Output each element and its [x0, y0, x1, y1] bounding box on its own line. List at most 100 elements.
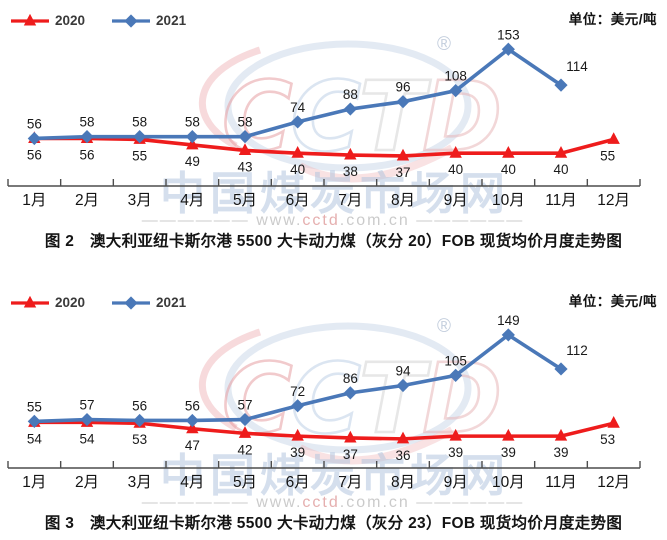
month-label: 7月	[338, 474, 362, 491]
month-label: 1月	[22, 192, 46, 209]
data-point-marker-2021	[554, 78, 568, 92]
data-label-2021: 96	[395, 80, 410, 95]
month-label: 12月	[597, 474, 630, 491]
registered-mark-icon: ®	[437, 316, 451, 337]
month-label: 8月	[391, 192, 415, 209]
month-label: 11月	[545, 474, 577, 491]
month-label: 1月	[22, 474, 46, 491]
data-point-marker-2020	[238, 426, 252, 438]
legend-marker-shape	[23, 295, 37, 307]
series-line-2020	[34, 136, 615, 158]
data-label-2020: 54	[27, 431, 43, 446]
data-label-2021: 105	[444, 353, 467, 368]
data-label-2021: 55	[27, 399, 42, 414]
data-point-marker-2020	[607, 416, 620, 428]
chart-2-legend: 2020 2021	[10, 295, 186, 310]
logo-ellipse-watermark	[224, 40, 472, 172]
month-label: 6月	[286, 474, 310, 491]
data-label-2020: 39	[553, 445, 568, 460]
chart-block-figure-3: 2020 2021 单位：美元/吨 CCTD ® 中国煤炭市场网 —————— www…	[0, 282, 667, 538]
data-label-2020: 54	[79, 431, 95, 446]
month-label: 9月	[444, 474, 468, 491]
legend-item-2021: 2021	[111, 295, 186, 310]
month-label: 12月	[597, 192, 630, 209]
chart-1-caption: 图 2 澳大利亚纽卡斯尔港 5500 大卡动力煤（灰分 20）FOB 现货均价月…	[44, 233, 623, 250]
data-point-marker-2021	[80, 412, 94, 427]
data-label-2020: 55	[600, 148, 615, 163]
data-point-marker-2020	[186, 421, 199, 434]
data-label-2021: 58	[132, 115, 147, 130]
data-label-2021: 57	[79, 398, 94, 413]
data-point-marker-2020	[607, 132, 620, 144]
data-label-2021: 149	[497, 313, 520, 328]
legend-marker-shape	[124, 13, 138, 28]
month-label: 3月	[128, 474, 152, 491]
month-label: 10月	[492, 474, 525, 491]
month-label: 10月	[492, 192, 525, 209]
data-label-2021: 72	[290, 384, 305, 399]
data-point-marker-2020	[396, 148, 410, 161]
logo-swoosh-watermark	[298, 144, 454, 183]
data-label-2020: 40	[553, 162, 568, 177]
data-point-marker-2020	[554, 146, 568, 158]
data-point-marker-2021	[185, 413, 199, 428]
data-label-2020: 40	[501, 162, 516, 177]
legend-label-2020: 2020	[55, 295, 86, 310]
month-label: 3月	[128, 192, 152, 209]
data-label-2020: 40	[448, 162, 463, 177]
data-label-2021: 57	[237, 398, 252, 413]
month-label: 6月	[286, 192, 310, 209]
data-label-2020: 53	[600, 432, 615, 447]
data-label-2020: 39	[448, 445, 463, 460]
legend-marker-shape	[124, 295, 138, 310]
month-label: 2月	[75, 474, 99, 491]
data-point-marker-2020	[344, 430, 357, 443]
data-point-marker-2021	[27, 131, 41, 146]
data-label-2020: 49	[185, 154, 200, 169]
data-label-2021: 112	[566, 343, 588, 358]
logo-ellipse-watermark	[224, 322, 472, 454]
legend-label-2021: 2021	[156, 13, 187, 28]
registered-mark-icon: ®	[437, 34, 451, 55]
chart-2-caption: 图 3 澳大利亚纽卡斯尔港 5500 大卡动力煤（灰分 23）FOB 现货均价月…	[44, 515, 623, 532]
data-point-marker-2020	[186, 137, 199, 150]
data-label-2021: 86	[343, 371, 358, 386]
data-label-2020: 56	[79, 147, 94, 162]
data-label-2021: 88	[343, 87, 358, 102]
legend-2020-marker-icon	[11, 295, 49, 307]
data-label-2021: 114	[566, 59, 588, 74]
data-label-2020: 47	[185, 438, 200, 453]
data-point-marker-2020	[291, 428, 304, 441]
data-point-marker-2020	[238, 143, 252, 155]
month-label: 8月	[391, 474, 415, 491]
data-label-2020: 39	[501, 445, 516, 460]
data-point-marker-2020	[502, 428, 515, 441]
data-label-2021: 58	[185, 115, 200, 130]
series-line-2020	[34, 420, 615, 441]
unit-label: 单位：美元/吨	[568, 294, 657, 309]
legend-2021-marker-icon	[112, 295, 151, 310]
chart-2-header: 2020 2021 单位：美元/吨	[0, 282, 667, 310]
chart-2-plot: CCTD®中国煤炭市场网—————— www.cctd.com.cn —————…	[7, 313, 641, 510]
site-name-watermark: 中国煤炭市场网	[160, 168, 510, 219]
chart-1-legend: 2020 2021	[10, 13, 186, 28]
data-point-marker-2020	[396, 431, 410, 444]
legend-item-2020: 2020	[10, 295, 85, 310]
month-label: 11月	[545, 192, 577, 209]
site-url-watermark: —————— www.cctd.com.cn ——————	[142, 212, 524, 228]
legend-marker-shape	[23, 13, 37, 25]
month-label: 5月	[233, 192, 257, 209]
data-label-2021: 58	[237, 115, 252, 130]
site-url-watermark: —————— www.cctd.com.cn ——————	[142, 494, 524, 510]
data-point-marker-2020	[449, 146, 462, 158]
data-point-marker-2021	[343, 386, 357, 400]
data-point-marker-2021	[396, 95, 410, 109]
data-point-marker-2021	[291, 115, 305, 129]
data-label-2020: 39	[290, 445, 305, 460]
data-label-2020: 55	[132, 148, 147, 163]
data-point-marker-2021	[238, 412, 252, 427]
data-label-2021: 56	[185, 398, 200, 413]
data-point-marker-2020	[502, 146, 515, 158]
data-label-2020: 36	[395, 448, 410, 463]
